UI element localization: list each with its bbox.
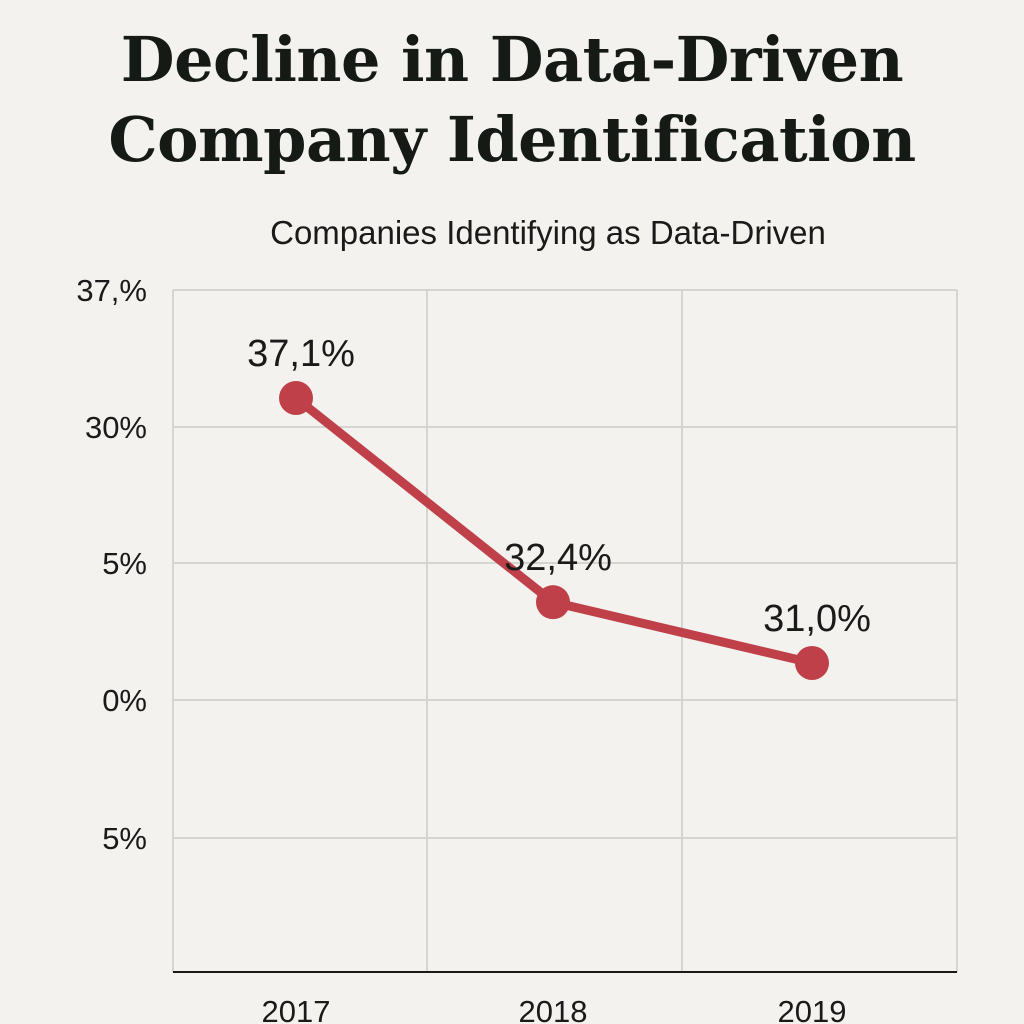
data-point xyxy=(279,381,313,415)
data-label: 37,1% xyxy=(247,333,355,375)
x-tick-label: 2019 xyxy=(778,994,847,1024)
chart-title: Decline in Data-Driven Company Identific… xyxy=(108,23,916,176)
x-tick-label: 2018 xyxy=(519,994,588,1024)
y-tick-label: 0% xyxy=(102,683,147,718)
data-point xyxy=(536,585,570,620)
y-tick-label: 37,% xyxy=(76,273,147,308)
y-tick-label: 5% xyxy=(102,821,147,856)
data-label: 32,4% xyxy=(504,537,612,579)
data-point xyxy=(795,646,829,680)
series-line xyxy=(293,394,814,668)
data-label: 31,0% xyxy=(763,598,871,640)
x-tick-label: 2017 xyxy=(262,994,331,1024)
y-tick-label: 5% xyxy=(102,546,147,581)
chart-subtitle: Companies Identifying as Data-Driven xyxy=(270,214,826,251)
y-tick-label: 30% xyxy=(85,410,147,445)
